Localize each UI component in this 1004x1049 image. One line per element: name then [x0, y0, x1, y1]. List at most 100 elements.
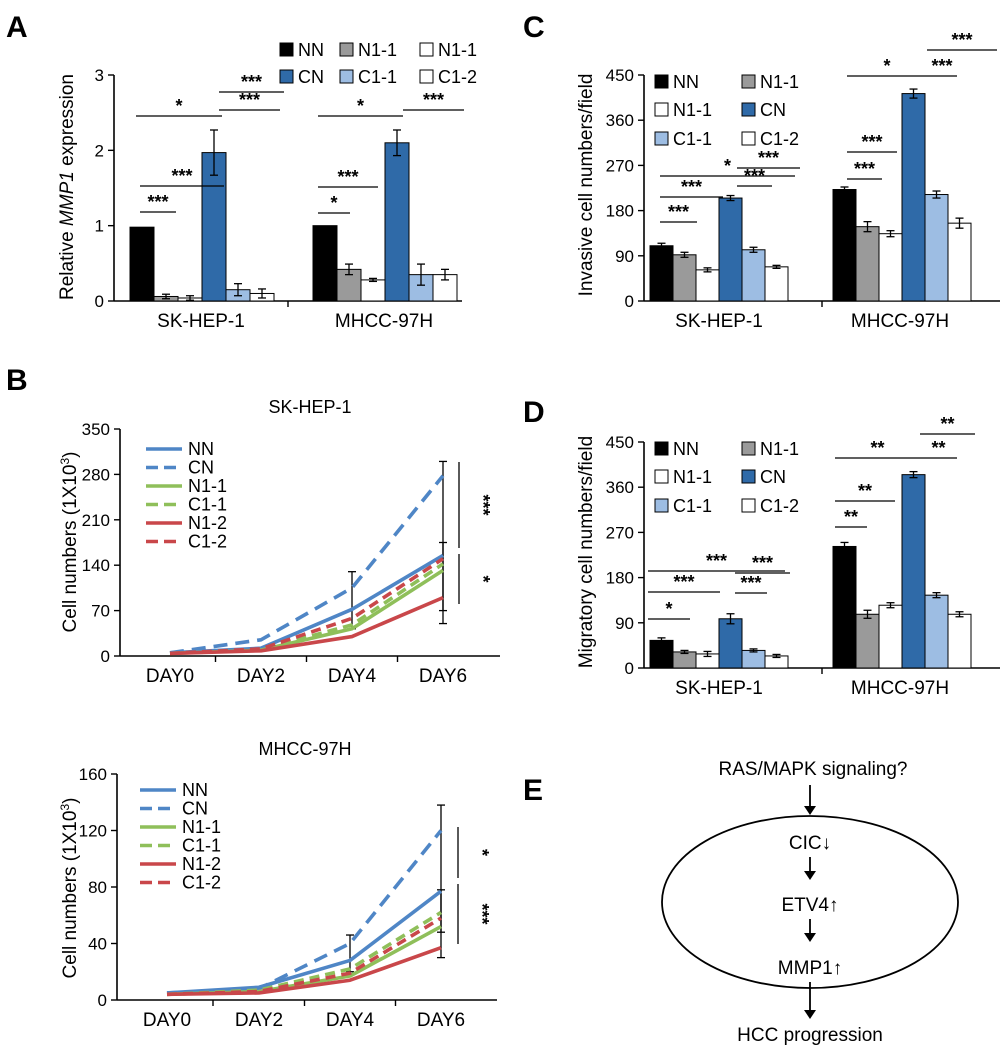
y-tick-label: 360 [606, 111, 634, 130]
pathway-node-cic: CIC↓ [789, 833, 831, 854]
legend-label-0: NN [673, 439, 699, 459]
bar-nn-1 [832, 545, 857, 669]
significance-marker: * [883, 56, 890, 76]
panel-letter-b: B [6, 364, 28, 397]
legend-swatch-1 [741, 441, 756, 456]
y-tick-label: 40 [88, 935, 107, 954]
legend-label-1: N1-1 [358, 40, 397, 60]
y-tick-label: 280 [82, 465, 110, 484]
bar-n1-1-1 [878, 604, 903, 669]
pathway-arrowhead-3 [804, 933, 816, 942]
legend-label-4: C1-1 [673, 496, 712, 516]
legend-swatch-5 [741, 131, 756, 146]
y-tick-label: 70 [91, 602, 110, 621]
legend-label-4: C1-1 [358, 67, 397, 87]
x-tick-label: DAY6 [419, 666, 467, 687]
legend-label-1: CN [182, 799, 208, 819]
significance-marker: *** [423, 90, 444, 110]
y-tick-label: 350 [82, 420, 110, 439]
y-tick-label: 210 [82, 511, 110, 530]
pathway-top-label: RAS/MAPK signaling? [718, 759, 907, 780]
x-tick-label: DAY0 [143, 1010, 191, 1031]
significance-marker: ** [931, 438, 945, 458]
panel-b-top-title: SK-HEP-1 [268, 397, 351, 417]
panel-c-bar-chart: Invasive cell numbers/field 0 90 180 270 360… [576, 30, 1000, 332]
significance-marker: *** [951, 30, 972, 50]
legend-label-3: CN [760, 100, 786, 120]
significance-marker: ** [858, 481, 872, 501]
bar-c1-2-1 [947, 222, 972, 302]
category-label: SK-HEP-1 [675, 311, 763, 332]
y-tick-label: 0 [101, 647, 110, 666]
legend-label-1: N1-1 [760, 72, 799, 92]
legend-label-5: C1-2 [188, 532, 227, 552]
legend-label-5: C1-2 [438, 67, 477, 87]
pathway-arrowhead-4 [804, 1010, 816, 1019]
legend-label-5: C1-2 [760, 129, 799, 149]
legend-label-4: C1-1 [673, 129, 712, 149]
y-tick-label: 270 [606, 156, 634, 175]
panel-letter-c: C [523, 11, 545, 44]
panel-letter-e: E [523, 774, 543, 807]
category-label: MHCC-97H [335, 311, 433, 332]
legend-label-2: N1-1 [438, 40, 477, 60]
series-line-n1-2 [166, 946, 442, 997]
bar-c1-2-1 [947, 613, 972, 669]
bar-n1-1-1 [855, 613, 880, 669]
significance-marker: * [472, 849, 492, 856]
series-line-n1-2 [169, 595, 444, 656]
significance-marker: *** [706, 551, 727, 571]
legend-label-4: N1-2 [182, 854, 221, 874]
bar-nn-0 [129, 226, 155, 302]
bar-c1-2-0 [764, 266, 789, 302]
legend-label-5: C1-2 [182, 873, 221, 893]
series-line-cn [169, 474, 445, 655]
bar-cn-0 [718, 618, 743, 669]
legend-swatch-2 [419, 42, 434, 57]
legend-label-3: C1-1 [188, 495, 227, 515]
significance-marker: * [330, 193, 337, 213]
legend-swatch-3 [741, 102, 756, 117]
bar-n1-1-1 [878, 233, 903, 302]
legend-label-0: NN [298, 40, 324, 60]
significance-marker: *** [861, 132, 882, 152]
y-tick-label: 90 [615, 247, 634, 266]
bar-nn-1 [312, 225, 338, 302]
legend-swatch-0 [654, 74, 669, 89]
legend-swatch-0 [279, 42, 294, 57]
x-tick-label: DAY0 [146, 666, 194, 687]
panel-letter-a: A [6, 11, 28, 44]
y-tick-label: 160 [79, 765, 107, 784]
significance-marker: ** [940, 414, 954, 434]
bar-n1-1-0 [695, 269, 720, 302]
significance-marker: * [724, 156, 731, 176]
legend-label-3: C1-1 [182, 836, 221, 856]
panel-b-mhcc-97h-line-chart: MHCC-97H Cell numbers (1X103) 0 40 80 120 16… [58, 739, 497, 1031]
x-tick-label: DAY6 [417, 1010, 465, 1031]
y-tick-label: 270 [606, 523, 634, 542]
bar-c1-1-0 [741, 649, 766, 669]
pathway-arrowhead-1 [804, 806, 816, 815]
x-tick-label: DAY4 [328, 666, 377, 687]
legend-label-0: NN [188, 439, 214, 459]
significance-marker: *** [241, 72, 262, 92]
significance-marker: * [357, 96, 364, 116]
legend-swatch-1 [339, 42, 354, 57]
significance-marker: * [473, 575, 493, 582]
bar-n1-1-0 [672, 254, 697, 302]
legend-label-3: CN [298, 67, 324, 87]
panel-e-pathway-diagram: RAS/MAPK signaling? CIC↓ ETV4↑ MMP1↑ HCC… [661, 759, 959, 1046]
significance-marker: ** [870, 438, 884, 458]
panel-letter-d: D [523, 396, 545, 429]
legend-label-2: N1-1 [188, 476, 227, 496]
panel-b-bottom-y-axis-label: Cell numbers (1X103) [58, 798, 81, 979]
category-label: SK-HEP-1 [157, 311, 245, 332]
legend-label-2: N1-1 [673, 100, 712, 120]
significance-marker: *** [472, 903, 492, 924]
significance-marker: *** [473, 494, 493, 515]
bar-c1-1-1 [924, 594, 949, 669]
bar-cn-1 [901, 474, 926, 669]
legend-swatch-4 [654, 131, 669, 146]
series-line-c1-1 [169, 562, 445, 656]
